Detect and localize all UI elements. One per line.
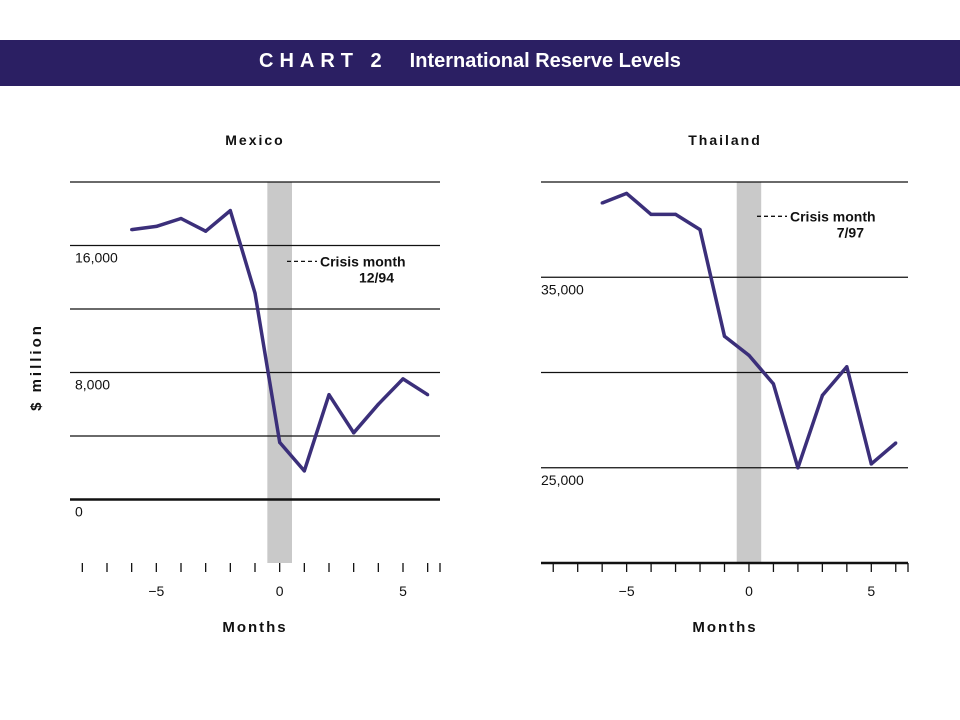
chart-number-label: CHART 2 [259, 50, 388, 72]
chart1-y-tick-label: 8,000 [75, 377, 110, 393]
chart1-data-point [302, 469, 306, 473]
chart2-data-point [747, 353, 751, 357]
chart2-data-point [649, 212, 653, 216]
chart1-data-point [228, 208, 232, 213]
chart2-data-point [698, 228, 702, 232]
chart1-data-point [154, 224, 158, 229]
chart2-data-point [820, 393, 824, 397]
chart2-y-tick-label: 25,000 [541, 472, 584, 488]
chart1-data-point [204, 229, 208, 233]
chart1-data-point [130, 228, 134, 232]
chart1-y-label: $ million [28, 323, 45, 411]
chart2-x-label: Months [692, 619, 757, 636]
chart2-x-tick-label: 5 [867, 583, 875, 599]
chart2-title: Thailand [688, 132, 762, 148]
chart1-data-point [401, 377, 405, 381]
chart2-data-point [869, 462, 873, 466]
chart2-x-tick-label: −5 [619, 583, 635, 599]
chart1-x-tick-label: −5 [148, 583, 164, 599]
chart2-x-tick-label: 0 [745, 583, 753, 599]
chart2-data-point [625, 191, 629, 196]
chart2-annotation-line2: 7/97 [837, 224, 864, 240]
chart2-data-point [673, 212, 678, 216]
chart2-data-point [796, 466, 800, 470]
chart1-data-point [376, 402, 380, 406]
chart1-x-label: Months [222, 619, 287, 636]
chart1-data-point [253, 291, 257, 295]
chart1-data-point [352, 431, 356, 435]
chart2-data-point [722, 334, 727, 338]
chart2-data-point [894, 441, 898, 445]
chart2-data-point [771, 382, 776, 386]
figure-title: CHART 2 International Reserve Levels [259, 50, 681, 74]
chart1-data-point [179, 216, 183, 221]
chart2-y-tick-label: 35,000 [541, 281, 584, 297]
chart1-y-tick-label: 0 [75, 504, 83, 520]
chart1-data-point [278, 440, 282, 444]
chart1-data-point [327, 393, 331, 397]
chart1-annotation-line1: Crisis month [320, 253, 406, 269]
chart2-data-point [845, 365, 849, 369]
chart1-x-tick-label: 0 [276, 583, 284, 599]
chart2-annotation-line1: Crisis month [790, 208, 876, 224]
chart1-title: Mexico [225, 132, 284, 148]
chart1-x-tick-label: 5 [399, 583, 407, 599]
chart1-data-point [426, 393, 430, 397]
chart1-annotation-line2: 12/94 [359, 269, 394, 285]
chart1-y-tick-label: 16,000 [75, 250, 118, 266]
chart2-data-point [600, 201, 604, 205]
title-banner [0, 40, 960, 86]
chart-title: International Reserve Levels [409, 50, 681, 72]
